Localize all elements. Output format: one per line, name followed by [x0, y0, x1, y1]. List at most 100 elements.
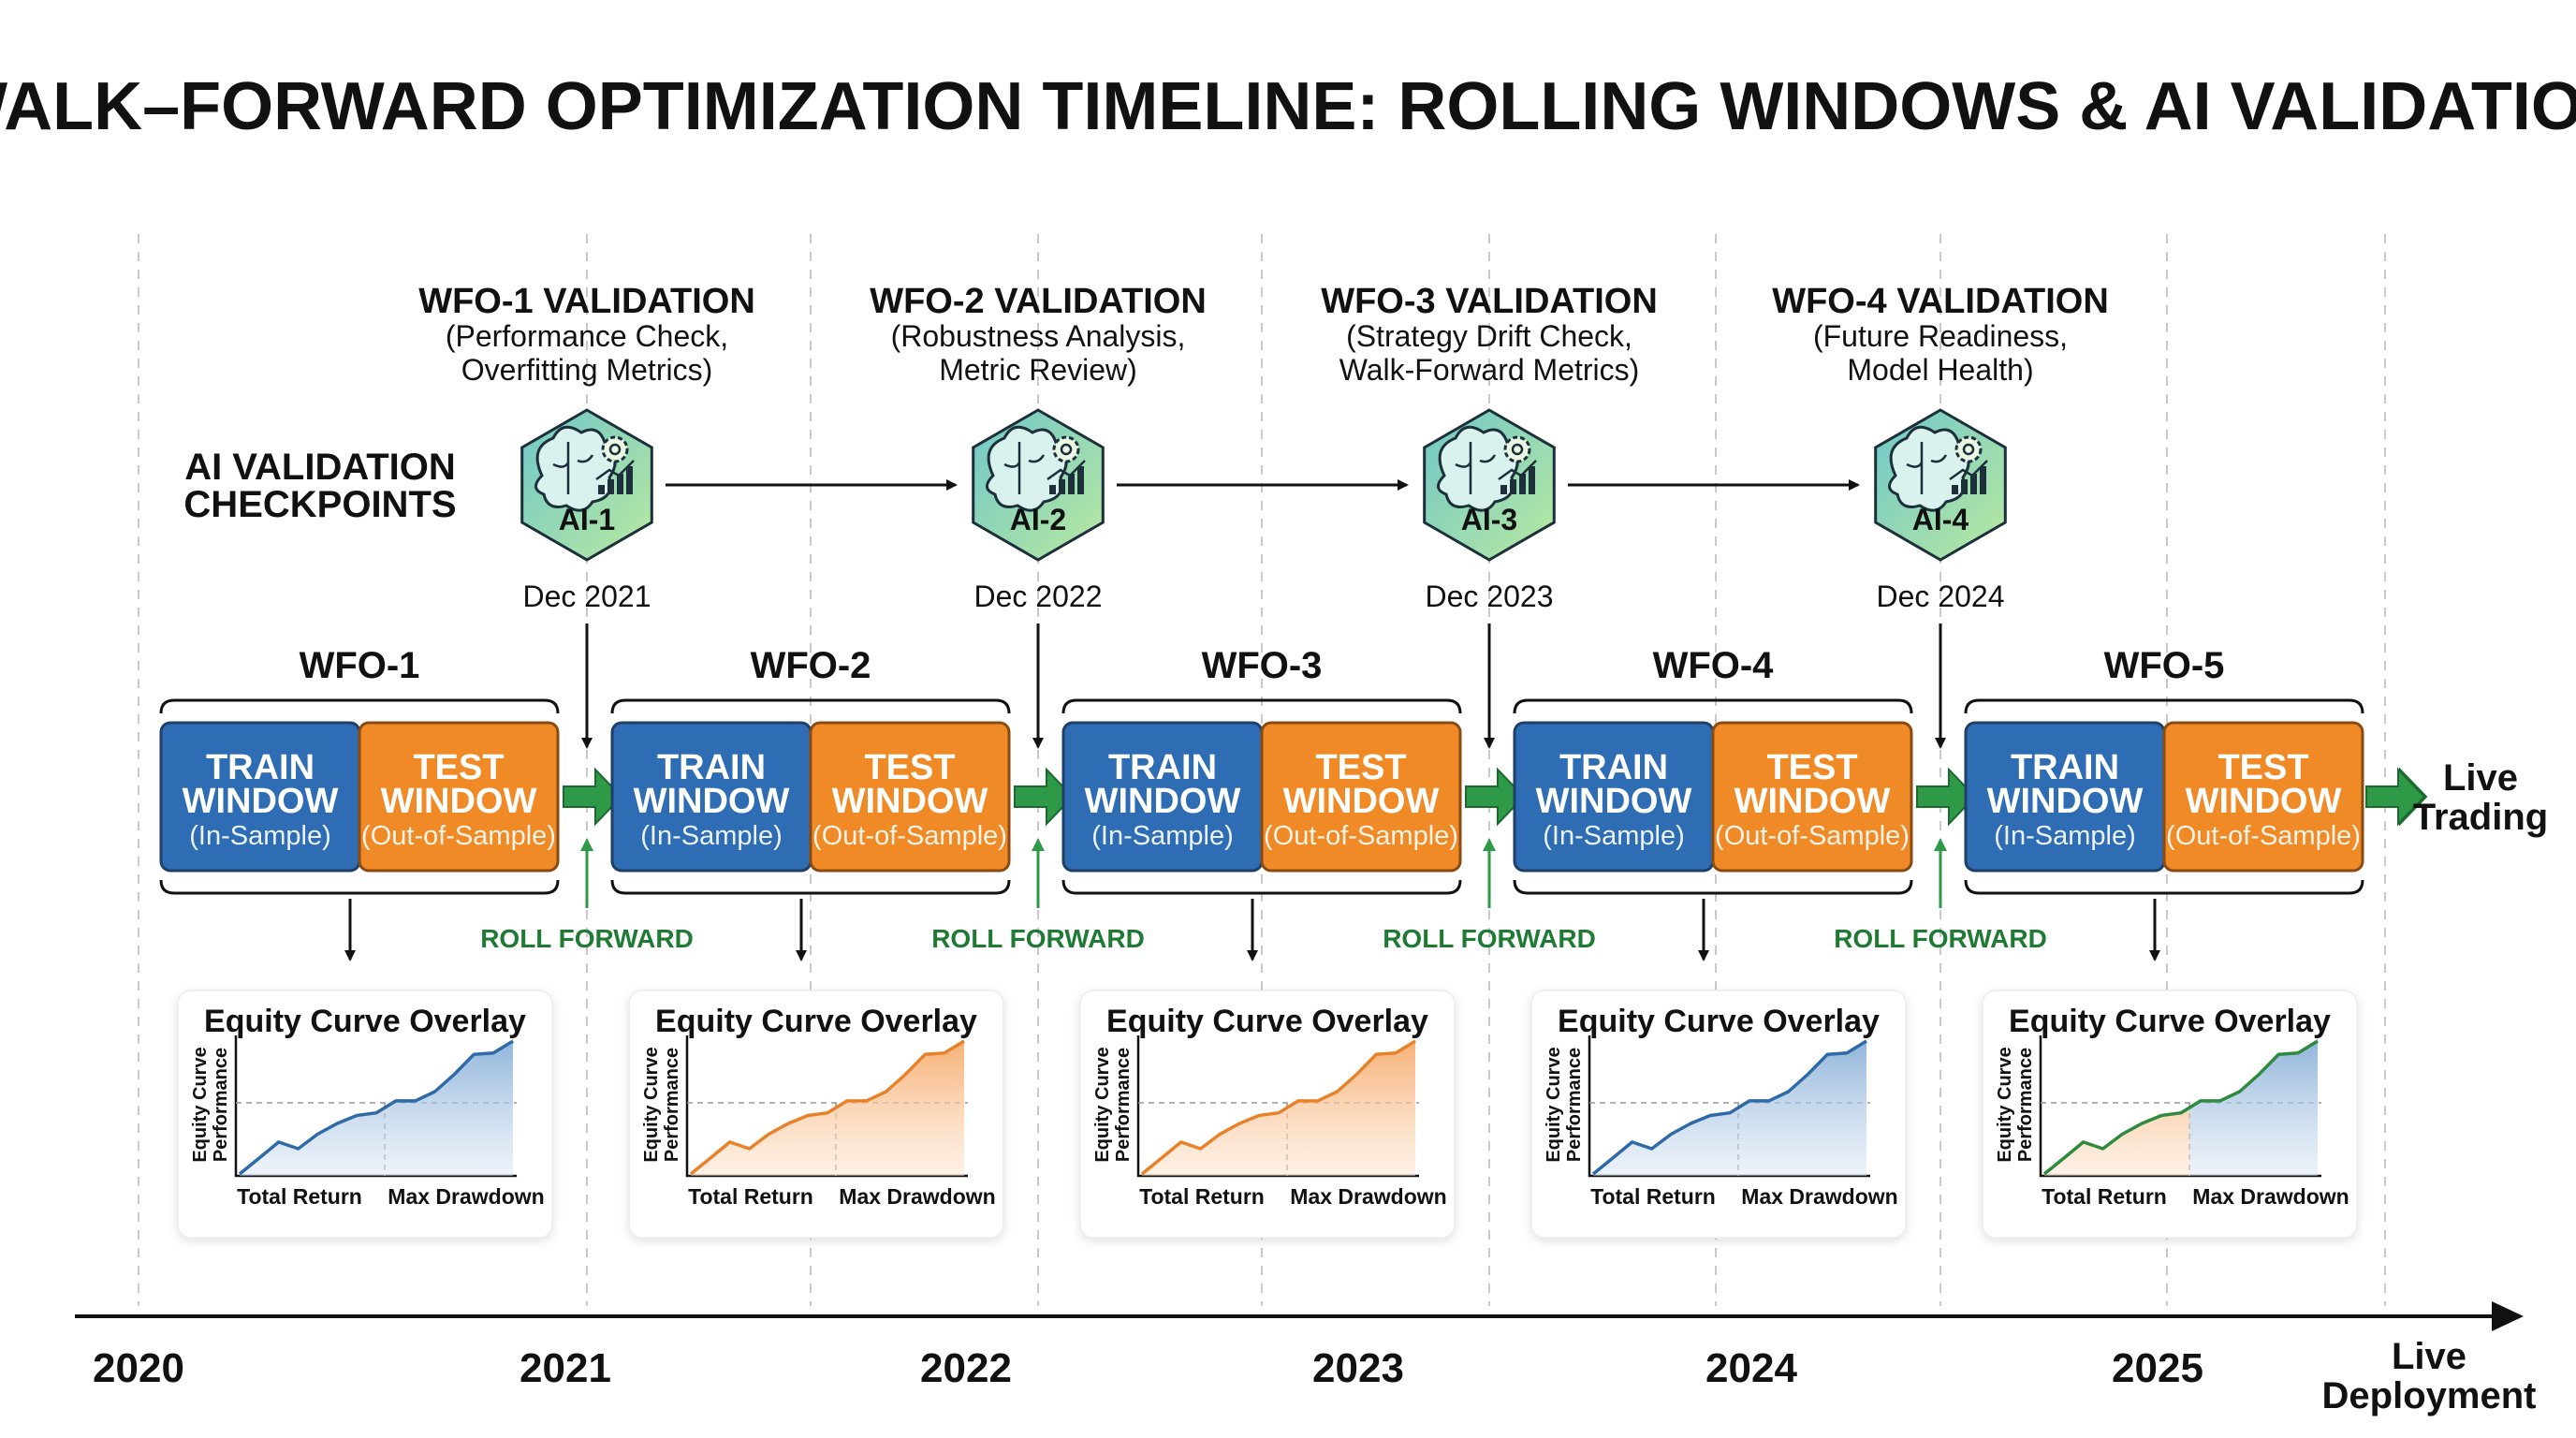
train-label-line1: TRAIN [206, 748, 315, 787]
equity-ylabel-line1: Equity Curve [190, 1047, 211, 1162]
roll-arrow-icon [1916, 767, 1977, 827]
equity-ylabel-line2: Performance [1113, 1048, 1134, 1162]
equity-chart-title: Equity Curve Overlay [655, 1004, 977, 1039]
window-bracket-bottom [610, 879, 1011, 895]
validation-detail-line2: Model Health) [1847, 353, 2033, 387]
equity-curve-line [689, 1039, 965, 1176]
equity-chart-title: Equity Curve Overlay [2009, 1004, 2331, 1039]
roll-forward-label: ROLL FORWARD [931, 924, 1145, 953]
brain-icon [1437, 425, 1519, 512]
live-deployment-line2: Deployment [2322, 1375, 2537, 1416]
train-label-line2: WINDOW [1085, 782, 1241, 821]
year-label-2025: 2025 [2112, 1345, 2203, 1391]
bar-chart-icon [1498, 460, 1537, 494]
equity-ylabel-line2: Performance [211, 1048, 231, 1162]
equity-chart-1: Equity Curve Overlay Equity Curve Performa… [177, 990, 553, 1239]
test-label-line1: TEST [413, 748, 504, 787]
wfo-label: WFO-5 [2104, 645, 2225, 686]
live-deployment-line1: Live [2392, 1336, 2466, 1377]
equity-x-right-label: Max Drawdown [1290, 1184, 1446, 1209]
equity-chart-3: Equity Curve Overlay Equity Curve Performa… [1079, 990, 1456, 1239]
test-sublabel: (Out-of-Sample) [812, 821, 1007, 851]
equity-ylabel-line1: Equity Curve [1995, 1047, 2015, 1162]
wfo-windows: WFO-1TRAINWINDOW(In-Sample)TESTWINDOW(Ou… [159, 645, 2428, 961]
test-label-line2: WINDOW [1283, 782, 1440, 821]
equity-ylabel-line1: Equity Curve [641, 1047, 662, 1162]
equity-ylabel-line1: Equity Curve [1544, 1047, 1564, 1162]
brain-icon [986, 425, 1068, 512]
train-label-line1: TRAIN [1559, 748, 1668, 787]
equity-x-right-label: Max Drawdown [2192, 1184, 2349, 1209]
window-bracket-top [610, 698, 1011, 714]
window-bracket-bottom [1964, 879, 2364, 895]
test-sublabel: (Out-of-Sample) [1264, 821, 1458, 851]
equity-ylabel-line2: Performance [1564, 1048, 1585, 1162]
wfo-window-5: WFO-5TRAINWINDOW(In-Sample)TESTWINDOW(Ou… [1964, 645, 2428, 961]
equity-x-right-label: Max Drawdown [1741, 1184, 1897, 1209]
equity-curve-line [238, 1039, 514, 1176]
ai-badge-label: AI-2 [1010, 503, 1066, 536]
validation-detail-line1: (Future Readiness, [1813, 319, 2068, 353]
train-label-line2: WINDOW [1536, 782, 1692, 821]
window-bracket-bottom [1061, 879, 1462, 895]
brain-icon [1888, 425, 1970, 512]
test-label-line2: WINDOW [381, 782, 537, 821]
gear-icon [1503, 435, 1531, 463]
train-label-line1: TRAIN [2011, 748, 2119, 787]
equity-curve-line [1140, 1039, 1416, 1176]
validation-detail-line2: Overfitting Metrics) [461, 353, 712, 387]
ai-badge-label: AI-4 [1912, 503, 1969, 536]
equity-x-left-label: Total Return [237, 1184, 362, 1209]
validation-checkpoint-1: WFO-1 VALIDATION(Performance Check,Overf… [418, 282, 958, 749]
roll-arrow-icon [1465, 767, 1526, 827]
test-sublabel: (Out-of-Sample) [361, 821, 556, 851]
test-sublabel: (Out-of-Sample) [1715, 821, 1910, 851]
wfo-label: WFO-4 [1653, 645, 1775, 686]
validation-detail-line2: Walk-Forward Metrics) [1339, 353, 1640, 387]
train-sublabel: (In-Sample) [189, 821, 331, 851]
brain-icon [534, 425, 617, 512]
year-label-2022: 2022 [920, 1345, 1012, 1391]
train-label-line2: WINDOW [634, 782, 790, 821]
equity-ylabel-line1: Equity Curve [1092, 1047, 1113, 1162]
roll-forward-label: ROLL FORWARD [1383, 924, 1596, 953]
window-bracket-bottom [159, 879, 560, 895]
checkpoints-label-line1: AI VALIDATION [184, 447, 456, 488]
window-bracket-top [1964, 698, 2364, 714]
train-label-line2: WINDOW [1987, 782, 2144, 821]
equity-x-left-label: Total Return [1139, 1184, 1265, 1209]
equity-chart-title: Equity Curve Overlay [1558, 1004, 1880, 1039]
wfo-label: WFO-3 [1202, 645, 1323, 686]
roll-arrow-icon [563, 767, 623, 827]
window-bracket-top [1513, 698, 1913, 714]
equity-x-left-label: Total Return [688, 1184, 813, 1209]
timeline-axis [75, 1301, 2524, 1331]
validation-checkpoint-4: WFO-4 VALIDATION(Future Readiness,Model … [1772, 282, 2109, 749]
wfo-window-3: WFO-3TRAINWINDOW(In-Sample)TESTWINDOW(Ou… [1061, 645, 1596, 961]
bar-chart-icon [595, 460, 635, 494]
equity-curve-line [1591, 1039, 1867, 1176]
checkpoints-label-line2: CHECKPOINTS [183, 484, 456, 525]
test-label-line1: TEST [1766, 748, 1857, 787]
year-label-2020: 2020 [93, 1345, 184, 1391]
validation-date: Dec 2022 [974, 580, 1103, 613]
test-label-line1: TEST [864, 748, 955, 787]
train-sublabel: (In-Sample) [1543, 821, 1685, 851]
validation-detail-line2: Metric Review) [939, 353, 1137, 387]
test-sublabel: (Out-of-Sample) [2166, 821, 2361, 851]
equity-area [2189, 1041, 2318, 1176]
equity-ylabel-line2: Performance [662, 1048, 682, 1162]
equity-area [2044, 1108, 2189, 1176]
roll-arrow-icon [1014, 767, 1075, 827]
equity-chart-5: Equity Curve Overlay Equity Curve Performa… [1982, 990, 2358, 1239]
year-label-2023: 2023 [1312, 1345, 1404, 1391]
validation-title: WFO-2 VALIDATION [870, 282, 1207, 321]
validation-title: WFO-3 VALIDATION [1321, 282, 1658, 321]
